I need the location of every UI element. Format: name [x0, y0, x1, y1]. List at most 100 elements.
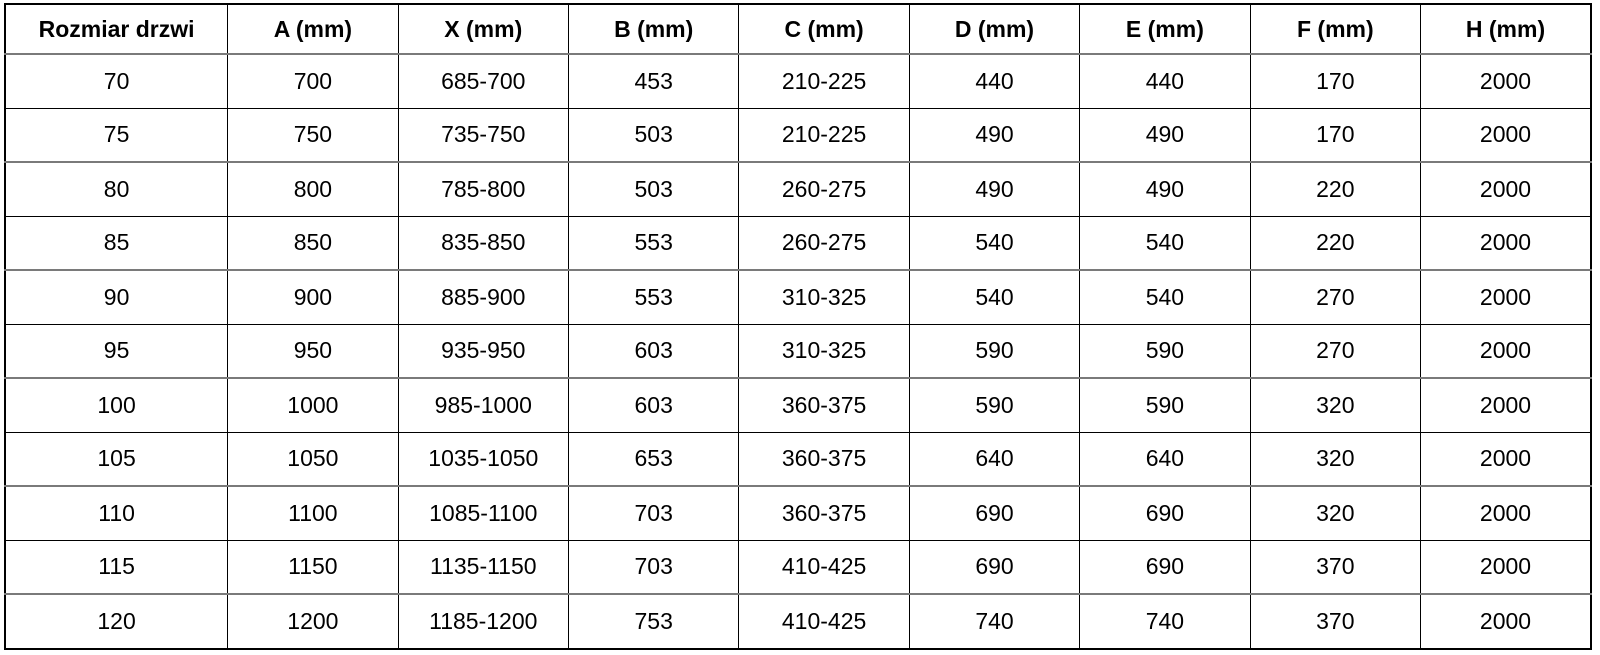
table-cell: 540 — [908, 269, 1081, 325]
table-cell: 985-1000 — [397, 377, 569, 433]
table-cell: 540 — [1079, 215, 1251, 271]
table-cell: 320 — [1249, 431, 1422, 487]
table-cell: 320 — [1249, 377, 1422, 433]
table-cell: 2000 — [1420, 377, 1592, 433]
table-cell: 950 — [227, 323, 399, 379]
column-header: H (mm) — [1420, 3, 1592, 55]
table-cell: 603 — [567, 377, 740, 433]
table-cell: 490 — [1079, 107, 1251, 163]
table-cell: 2000 — [1420, 323, 1592, 379]
table-cell: 703 — [567, 485, 740, 541]
table-cell: 590 — [1079, 377, 1251, 433]
column-header: B (mm) — [567, 3, 740, 55]
table-cell: 700 — [227, 54, 399, 109]
table-cell: 553 — [567, 215, 740, 271]
table-cell: 490 — [1079, 161, 1251, 217]
table-cell: 540 — [1079, 269, 1251, 325]
table-cell: 410-425 — [738, 593, 910, 650]
table-cell: 885-900 — [397, 269, 569, 325]
table-cell: 640 — [908, 431, 1081, 487]
table-cell: 685-700 — [397, 54, 569, 109]
table-header: Rozmiar drzwi A (mm) X (mm) B (mm) C (mm) D (… — [4, 3, 1592, 55]
table-cell: 105 — [4, 431, 229, 487]
table-cell: 2000 — [1420, 593, 1592, 650]
table-cell: 703 — [567, 539, 740, 595]
table-cell: 740 — [1079, 593, 1251, 650]
table-cell: 310-325 — [738, 269, 910, 325]
table-cell: 453 — [567, 54, 740, 109]
table-row: 90 900 885-900 553 310-325 540 540 270 2000 — [4, 269, 1592, 325]
table-cell: 850 — [227, 215, 399, 271]
table-row: 75 750 735-750 503 210-225 490 490 170 2000 — [4, 107, 1592, 163]
table-cell: 90 — [4, 269, 229, 325]
table-cell: 490 — [908, 107, 1081, 163]
column-header: A (mm) — [227, 3, 399, 55]
table-cell: 785-800 — [397, 161, 569, 217]
table-cell: 2000 — [1420, 431, 1592, 487]
table-cell: 75 — [4, 107, 229, 163]
table-cell: 1200 — [227, 593, 399, 650]
table-cell: 100 — [4, 377, 229, 433]
table-cell: 2000 — [1420, 107, 1592, 163]
table-cell: 740 — [908, 593, 1081, 650]
table-cell: 690 — [908, 485, 1081, 541]
table-cell: 540 — [908, 215, 1081, 271]
table-cell: 210-225 — [738, 107, 910, 163]
table-cell: 1050 — [227, 431, 399, 487]
table-cell: 590 — [1079, 323, 1251, 379]
table-cell: 590 — [908, 323, 1081, 379]
table-cell: 270 — [1249, 269, 1422, 325]
table-cell: 310-325 — [738, 323, 910, 379]
table-cell: 210-225 — [738, 54, 910, 109]
column-header: Rozmiar drzwi — [4, 3, 229, 55]
table-cell: 753 — [567, 593, 740, 650]
table-cell: 640 — [1079, 431, 1251, 487]
table-cell: 360-375 — [738, 431, 910, 487]
table-cell: 110 — [4, 485, 229, 541]
table-cell: 270 — [1249, 323, 1422, 379]
table-cell: 1000 — [227, 377, 399, 433]
table-cell: 2000 — [1420, 539, 1592, 595]
table-row: 80 800 785-800 503 260-275 490 490 220 2000 — [4, 161, 1592, 217]
table-row: 95 950 935-950 603 310-325 590 590 270 2000 — [4, 323, 1592, 379]
table-cell: 260-275 — [738, 161, 910, 217]
table-cell: 800 — [227, 161, 399, 217]
table-row: 110 1100 1085-1100 703 360-375 690 690 320 2000 — [4, 485, 1592, 541]
table-cell: 2000 — [1420, 161, 1592, 217]
table-cell: 835-850 — [397, 215, 569, 271]
table-cell: 900 — [227, 269, 399, 325]
header-row: Rozmiar drzwi A (mm) X (mm) B (mm) C (mm) D (… — [4, 3, 1592, 55]
table-cell: 1150 — [227, 539, 399, 595]
table-cell: 750 — [227, 107, 399, 163]
table-cell: 1035-1050 — [397, 431, 569, 487]
table-cell: 220 — [1249, 161, 1422, 217]
table-cell: 590 — [908, 377, 1081, 433]
table-cell: 2000 — [1420, 269, 1592, 325]
table-cell: 120 — [4, 593, 229, 650]
table-cell: 503 — [567, 107, 740, 163]
table-cell: 2000 — [1420, 215, 1592, 271]
table-cell: 503 — [567, 161, 740, 217]
column-header: E (mm) — [1079, 3, 1251, 55]
table-cell: 410-425 — [738, 539, 910, 595]
table-cell: 553 — [567, 269, 740, 325]
table-body: 70 700 685-700 453 210-225 440 440 170 2000 75 750… — [4, 54, 1592, 650]
table-cell: 70 — [4, 54, 229, 109]
table-cell: 170 — [1249, 107, 1422, 163]
table-row: 120 1200 1185-1200 753 410-425 740 740 370 2000 — [4, 593, 1592, 650]
table-row: 85 850 835-850 553 260-275 540 540 220 2000 — [4, 215, 1592, 271]
table-cell: 490 — [908, 161, 1081, 217]
column-header: X (mm) — [397, 3, 569, 55]
table-cell: 370 — [1249, 593, 1422, 650]
table-cell: 320 — [1249, 485, 1422, 541]
table-cell: 1135-1150 — [397, 539, 569, 595]
table-cell: 1185-1200 — [397, 593, 569, 650]
table-cell: 370 — [1249, 539, 1422, 595]
table-cell: 220 — [1249, 215, 1422, 271]
table-cell: 95 — [4, 323, 229, 379]
column-header: C (mm) — [738, 3, 910, 55]
table-cell: 1085-1100 — [397, 485, 569, 541]
table-cell: 935-950 — [397, 323, 569, 379]
table-row: 70 700 685-700 453 210-225 440 440 170 2000 — [4, 54, 1592, 109]
table-cell: 440 — [908, 54, 1081, 109]
